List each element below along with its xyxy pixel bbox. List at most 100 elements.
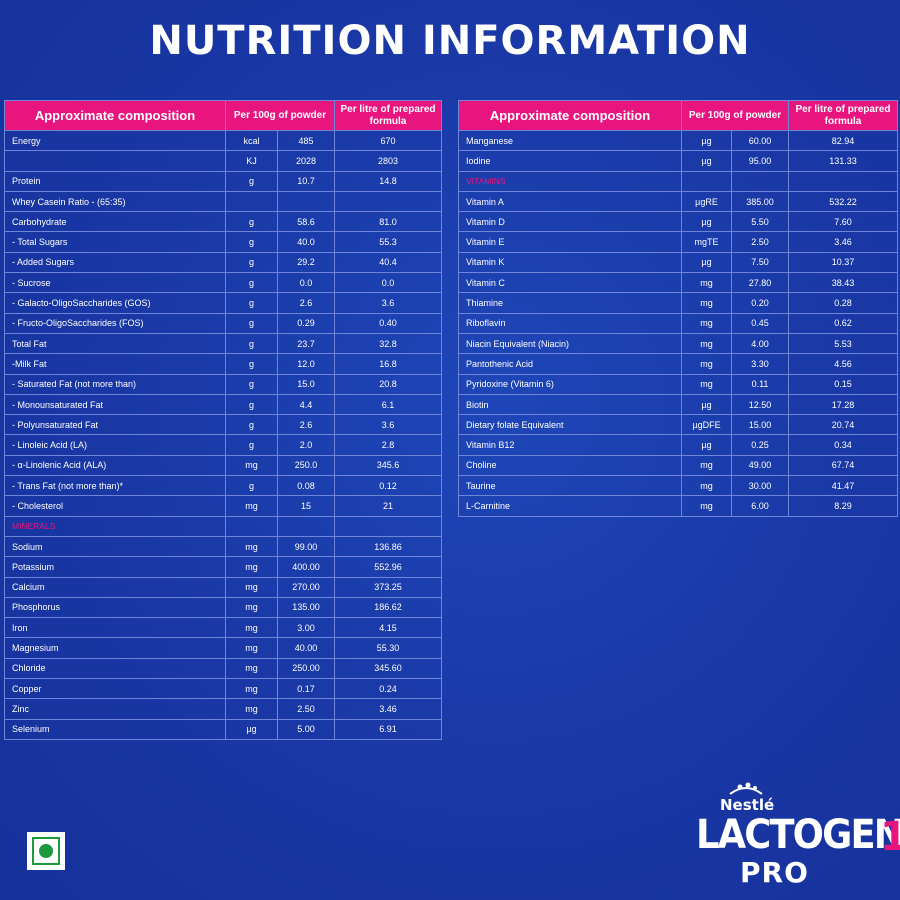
nutrient-name: - Linoleic Acid (LA) [4, 434, 226, 456]
nestle-wordmark: Nestlé [720, 796, 775, 814]
value-per-100g: 5.50 [731, 211, 789, 233]
value-per-litre: 8.29 [788, 495, 898, 517]
table-row: Vitamin B12 µg 0.25 0.34 [458, 434, 898, 456]
nutrient-name: Vitamin B12 [458, 434, 682, 456]
nutrient-unit: mg [225, 637, 278, 659]
nutrient-unit: mg [225, 698, 278, 720]
value-per-100g: 5.00 [277, 718, 335, 740]
value-per-100g: 135.00 [277, 596, 335, 619]
value-per-100g: 250.00 [277, 657, 335, 680]
value-per-100g: 58.6 [277, 211, 335, 233]
nutrient-unit: g [225, 251, 278, 274]
value-per-litre: 345.60 [334, 657, 442, 680]
nutrient-unit: µg [681, 393, 732, 416]
nutrient-unit: mg [225, 454, 278, 477]
value-per-litre: 373.25 [334, 576, 442, 598]
value-per-100g: 0.29 [277, 312, 335, 334]
value-per-100g: 0.0 [277, 272, 335, 294]
nutrient-unit: g [225, 475, 278, 497]
header-per-100g: Per 100g of powder [225, 100, 335, 131]
nutrient-name: Zinc [4, 698, 226, 720]
value-per-100g: 12.50 [731, 393, 789, 416]
nutrient-name: - Polyunsaturated Fat [4, 414, 226, 436]
value-per-litre: 0.40 [334, 312, 442, 334]
veg-symbol-border [32, 837, 60, 865]
value-per-100g: 23.7 [277, 332, 335, 355]
nutrient-name: MINERALS [4, 515, 226, 537]
value-per-100g: 30.00 [731, 475, 789, 497]
nutrient-unit: mg [225, 596, 278, 619]
veg-symbol-icon [27, 832, 65, 870]
value-per-100g: 270.00 [277, 576, 335, 598]
value-per-100g: 49.00 [731, 454, 789, 477]
value-per-100g: 0.17 [277, 678, 335, 700]
value-per-litre: 55.30 [334, 637, 442, 659]
value-per-litre: 41.47 [788, 475, 898, 497]
header-per-litre: Per litre of prepared formula [334, 100, 442, 131]
value-per-litre: 32.8 [334, 332, 442, 355]
value-per-litre [334, 190, 442, 213]
section-row: MINERALS [4, 515, 442, 537]
value-per-litre: 532.22 [788, 190, 898, 213]
nutrient-unit: mg [225, 535, 278, 558]
nutrient-unit: mg [681, 272, 732, 294]
nutrient-name: - Added Sugars [4, 251, 226, 274]
table-row: Taurine mg 30.00 41.47 [458, 475, 898, 497]
value-per-litre: 186.62 [334, 596, 442, 619]
table-row: Biotin µg 12.50 17.28 [458, 393, 898, 416]
table-row: Dietary folate Equivalent µgDFE 15.00 20.74 [458, 414, 898, 436]
composition-table-right: Approximate composition Per 100g of powd… [458, 100, 898, 517]
value-per-litre: 0.62 [788, 312, 898, 334]
table-row: Carbohydrate g 58.6 81.0 [4, 211, 442, 233]
table-row: Magnesium mg 40.00 55.30 [4, 637, 442, 659]
value-per-100g [277, 190, 335, 213]
table-row: - Polyunsaturated Fat g 2.6 3.6 [4, 414, 442, 436]
nutrient-name: Selenium [4, 718, 226, 740]
table-row: Thiamine mg 0.20 0.28 [458, 292, 898, 314]
value-per-100g: 250.0 [277, 454, 335, 477]
value-per-litre: 0.0 [334, 272, 442, 294]
value-per-100g: 40.0 [277, 231, 335, 253]
value-per-litre: 38.43 [788, 272, 898, 294]
value-per-litre: 21 [334, 495, 442, 517]
value-per-litre: 345.6 [334, 454, 442, 477]
value-per-litre: 2803 [334, 150, 442, 172]
value-per-litre: 14.8 [334, 170, 442, 192]
table-row: Phosphorus mg 135.00 186.62 [4, 596, 442, 619]
nutrient-unit: µgDFE [681, 414, 732, 436]
value-per-100g [731, 170, 789, 192]
nutrient-name: Total Fat [4, 332, 226, 355]
nutrient-unit: mg [681, 292, 732, 314]
nutrient-name: Phosphorus [4, 596, 226, 619]
nutrient-unit: g [225, 393, 278, 416]
stage-number: 1 [880, 814, 900, 860]
value-per-100g: 15 [277, 495, 335, 517]
nutrient-unit: mg [225, 495, 278, 517]
nutrient-name: Iodine [458, 150, 682, 172]
nutrient-unit: µg [225, 718, 278, 740]
value-per-litre: 3.6 [334, 292, 442, 314]
value-per-100g: 40.00 [277, 637, 335, 659]
nutrient-name: Pyridoxine (Vitamin 6) [458, 373, 682, 395]
nutrient-unit: µg [681, 129, 732, 152]
nutrient-name: Vitamin D [458, 211, 682, 233]
product-name: LACTOGEN [696, 812, 900, 858]
nutrient-name: Dietary folate Equivalent [458, 414, 682, 436]
table-row: Selenium µg 5.00 6.91 [4, 718, 442, 740]
table-row: Potassium mg 400.00 552.96 [4, 556, 442, 578]
table-row: Zinc mg 2.50 3.46 [4, 698, 442, 720]
nutrient-name: Niacin Equivalent (Niacin) [458, 332, 682, 355]
value-per-100g: 4.4 [277, 393, 335, 416]
nutrient-unit: mg [225, 617, 278, 639]
nutrient-name: Choline [458, 454, 682, 477]
table-row: - α-Linolenic Acid (ALA) mg 250.0 345.6 [4, 454, 442, 477]
nutrient-name: Biotin [458, 393, 682, 416]
nutrient-name: - Monounsaturated Fat [4, 393, 226, 416]
nutrient-name: - Trans Fat (not more than)* [4, 475, 226, 497]
table-row: Calcium mg 270.00 373.25 [4, 576, 442, 598]
nutrient-unit: mg [225, 657, 278, 680]
value-per-100g: 95.00 [731, 150, 789, 172]
value-per-litre: 67.74 [788, 454, 898, 477]
